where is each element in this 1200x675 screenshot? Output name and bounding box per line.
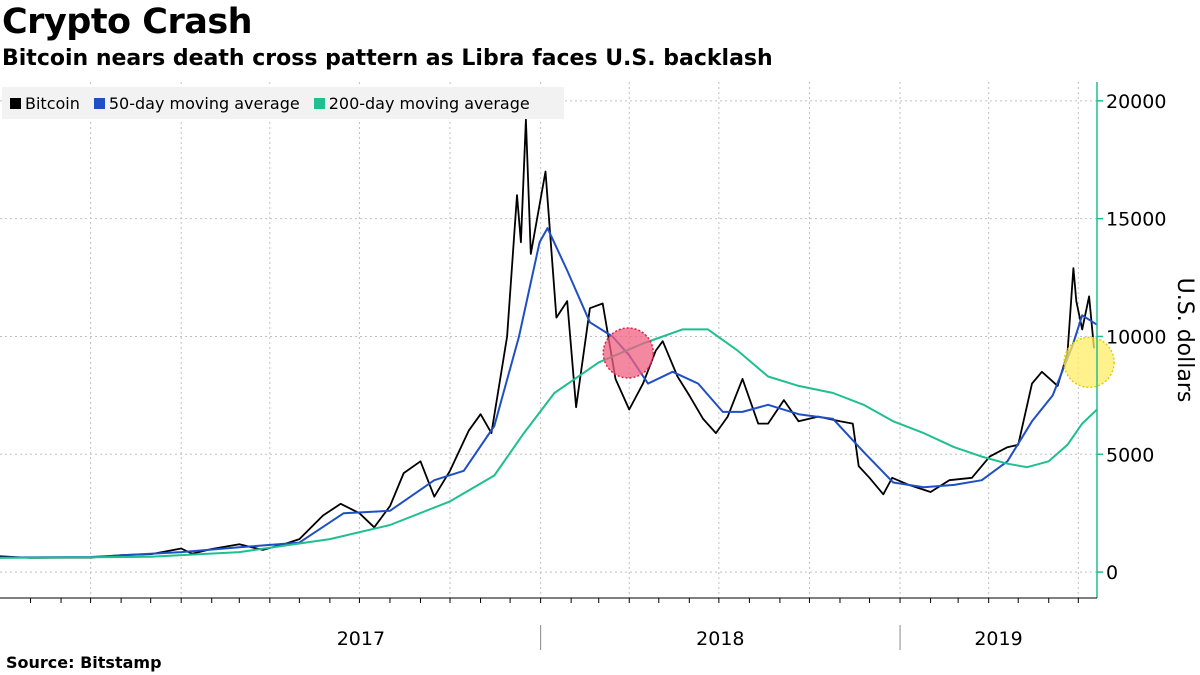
- legend-item-ma50: 50-day moving average: [93, 93, 300, 113]
- source-note: Source: Bitstamp: [6, 653, 162, 672]
- legend-swatch-ma50: [93, 97, 105, 109]
- chart-grid: [0, 82, 1097, 598]
- y-tick-label: 5000: [1106, 444, 1154, 466]
- chart-title: Crypto Crash: [2, 2, 253, 42]
- chart-axes: 0 5000 10000 15000 20000 2017 2018 2019 U.S. dol…: [0, 82, 1197, 650]
- y-tick-label: 20000: [1106, 91, 1166, 113]
- legend-item-ma200: 200-day moving average: [313, 93, 530, 113]
- series-line-bitcoin: [0, 118, 1095, 559]
- legend-swatch-ma200: [313, 97, 325, 109]
- y-axis-title: U.S. dollars: [1172, 278, 1197, 403]
- series-line-ma200: [0, 328, 1098, 559]
- chart-subtitle: Bitcoin nears death cross pattern as Lib…: [2, 46, 773, 71]
- chart-markers: [602, 327, 1115, 389]
- death-cross-marker-2019: [1063, 336, 1115, 389]
- chart-series: [0, 118, 1098, 559]
- y-tick-label: 15000: [1106, 209, 1166, 231]
- legend-label-bitcoin: Bitcoin: [25, 93, 80, 113]
- x-year-label: 2018: [696, 628, 744, 650]
- y-tick-label: 10000: [1106, 326, 1166, 348]
- legend-swatch-bitcoin: [10, 97, 21, 109]
- legend-label-ma50: 50-day moving average: [108, 93, 300, 113]
- x-year-label: 2019: [974, 628, 1022, 650]
- series-line-ma50: [0, 227, 1098, 559]
- y-tick-label: 0: [1106, 562, 1118, 584]
- death-cross-marker-2018: [602, 327, 655, 379]
- legend-label-ma200: 200-day moving average: [328, 93, 530, 113]
- x-year-label: 2017: [337, 628, 385, 650]
- chart-legend: Bitcoin 50-day moving average 200-day mo…: [2, 87, 564, 119]
- legend-item-bitcoin: Bitcoin: [10, 94, 80, 113]
